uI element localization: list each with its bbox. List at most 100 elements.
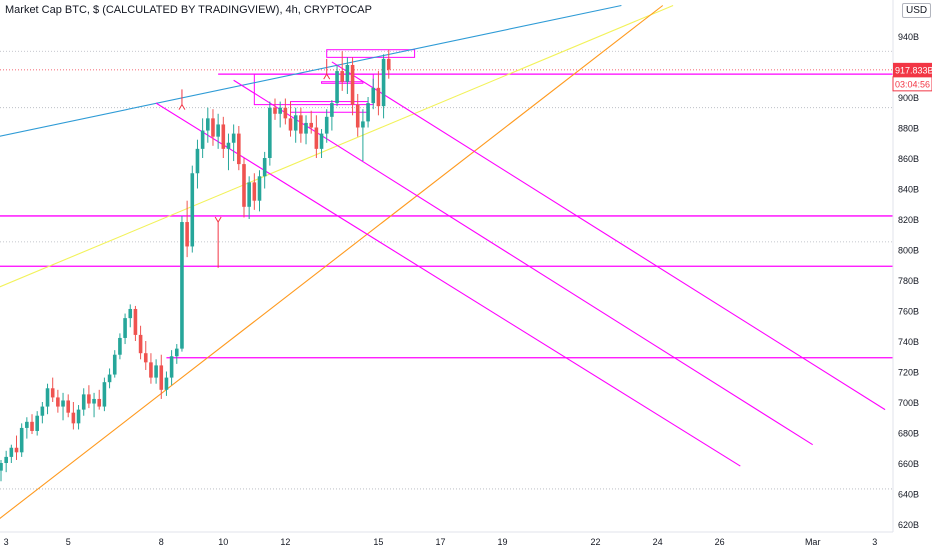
- y-tick-label: 700B: [898, 398, 919, 408]
- countdown-value: 03:04:56: [895, 79, 930, 89]
- candle-body: [206, 118, 210, 131]
- trendlines: [0, 4, 886, 519]
- candle-body: [169, 356, 174, 378]
- x-tick-label: 10: [218, 537, 228, 547]
- y-tick-label: 740B: [898, 337, 919, 347]
- y-tick-label: 620B: [898, 520, 919, 530]
- candle-body: [278, 107, 282, 114]
- x-tick-label: 26: [715, 537, 725, 547]
- arrow-head: [323, 73, 331, 80]
- magenta-trendline: [155, 102, 741, 467]
- chart-title: Market Cap BTC, $ (CALCULATED BY TRADING…: [5, 4, 372, 16]
- candle-body: [71, 412, 76, 424]
- candle-body: [376, 87, 381, 107]
- candle-body: [293, 115, 298, 131]
- candle-body: [324, 116, 329, 134]
- candle-body: [97, 398, 102, 407]
- candle-body: [319, 133, 324, 149]
- candle-body: [190, 173, 195, 247]
- arrow-head: [214, 216, 222, 224]
- countdown-box: [892, 76, 932, 92]
- candle-body: [61, 400, 65, 407]
- x-tick-label: 3: [4, 537, 9, 547]
- candle-body: [355, 104, 360, 128]
- candle-body: [366, 103, 370, 122]
- candle-body: [40, 406, 45, 416]
- y-tick-label: 880B: [898, 124, 919, 134]
- candle-body: [133, 308, 138, 335]
- candle-body: [45, 388, 50, 407]
- candle-body: [35, 415, 39, 431]
- candle-body: [81, 394, 86, 410]
- dotted-levels: [0, 50, 893, 490]
- y-tick-label: 720B: [898, 368, 919, 378]
- x-tick-label: 12: [280, 537, 290, 547]
- x-tick-label: 22: [591, 537, 601, 547]
- candle-body: [268, 107, 272, 158]
- candle-body: [123, 318, 127, 338]
- orange-trendline: [0, 5, 664, 519]
- candle-body: [283, 107, 288, 119]
- candle-body: [195, 148, 200, 174]
- y-tick-label: 820B: [898, 215, 919, 225]
- candle-body: [216, 124, 220, 137]
- annotation-arrows: [178, 58, 331, 268]
- candle-body: [56, 397, 60, 407]
- candle-body: [50, 388, 55, 398]
- x-tick-label: 8: [159, 537, 164, 547]
- candle-body: [9, 447, 14, 457]
- candle-body: [174, 348, 179, 357]
- candle-body: [112, 354, 117, 375]
- yellow-trendline: [0, 4, 674, 288]
- candle-body: [76, 409, 81, 424]
- y-tick-label: 860B: [898, 154, 919, 164]
- x-tick-label: 24: [653, 537, 663, 547]
- candle-body: [309, 122, 313, 128]
- candle-body: [361, 121, 365, 128]
- candle-body: [242, 164, 246, 207]
- x-tick-label: Mar: [805, 537, 821, 547]
- candle-body: [314, 127, 319, 149]
- candle-body: [386, 58, 391, 70]
- candle-body: [107, 374, 112, 383]
- y-tick-label: 760B: [898, 307, 919, 317]
- candle-body: [330, 103, 334, 117]
- candles: [0, 49, 391, 482]
- x-tick-label: 5: [66, 537, 71, 547]
- y-tick-label: 780B: [898, 276, 919, 286]
- candle-body: [149, 362, 153, 378]
- candle-body: [30, 421, 34, 431]
- magenta-trendline: [331, 61, 886, 411]
- x-tick-label: 15: [373, 537, 383, 547]
- magenta-trendline: [233, 79, 813, 446]
- candle-body: [87, 394, 91, 404]
- y-tick-label: 660B: [898, 459, 919, 469]
- candle-body: [25, 421, 29, 428]
- candle-body: [19, 427, 24, 453]
- y-tick-label: 900B: [898, 93, 919, 103]
- candle-body: [345, 64, 350, 82]
- range-boxes: [253, 49, 416, 113]
- candle-body: [185, 222, 189, 247]
- last-price-tag: [893, 62, 932, 77]
- candle-body: [273, 107, 277, 114]
- y-tick-label: 800B: [898, 246, 919, 256]
- candle-body: [211, 118, 215, 137]
- candle-body: [350, 64, 355, 105]
- y-tick-label: 680B: [898, 429, 919, 439]
- candle-body: [247, 182, 251, 207]
- candle-body: [237, 133, 241, 165]
- candle-body: [381, 58, 386, 107]
- arrow-head: [178, 103, 186, 110]
- candle-body: [4, 456, 8, 463]
- candle-body: [335, 71, 339, 104]
- currency-button[interactable]: USD: [902, 3, 932, 18]
- candle-body: [164, 377, 169, 390]
- candle-body: [257, 176, 262, 201]
- candle-body: [92, 398, 96, 404]
- candle-body: [252, 182, 257, 201]
- candle-body: [0, 463, 3, 471]
- candle-body: [304, 122, 308, 134]
